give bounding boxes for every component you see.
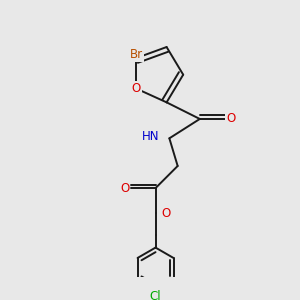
Text: Cl: Cl [150, 290, 161, 300]
Text: O: O [120, 182, 129, 195]
Text: O: O [131, 82, 141, 95]
Text: HN: HN [142, 130, 160, 142]
Text: O: O [162, 206, 171, 220]
Text: O: O [226, 112, 236, 125]
Text: Br: Br [130, 48, 143, 61]
